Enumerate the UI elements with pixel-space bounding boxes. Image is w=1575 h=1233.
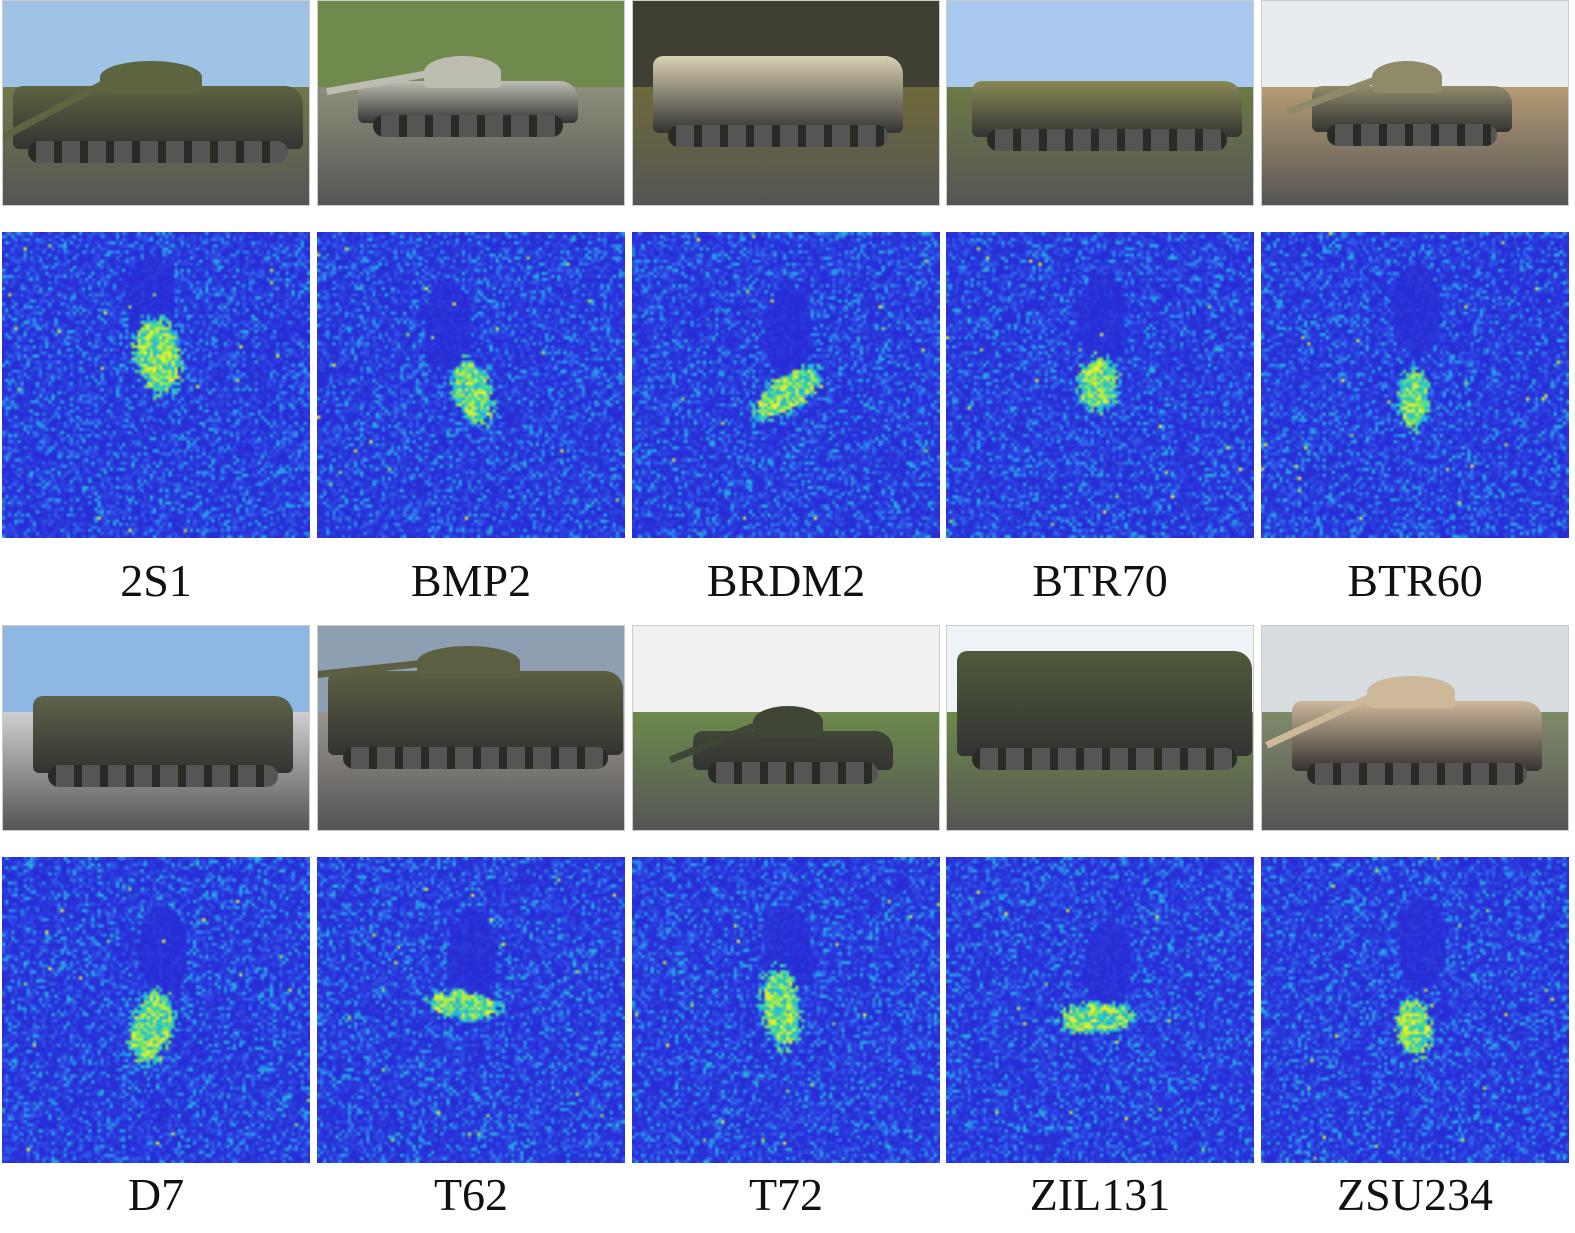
vehicle-photo [632, 625, 940, 831]
vehicle-wheels [1307, 763, 1527, 785]
vehicle-wheels [373, 115, 563, 137]
vehicle-hull [328, 671, 623, 755]
vehicle-turret [753, 706, 823, 738]
vehicle-hull [957, 651, 1252, 756]
sar-image [632, 857, 940, 1163]
vehicle-wheels [28, 141, 288, 163]
vehicle-photo [1261, 0, 1569, 206]
sar-image [317, 232, 625, 538]
class-label: BTR70 [1032, 555, 1168, 606]
vehicle-hull [972, 81, 1242, 137]
vehicle-wheels [987, 129, 1227, 151]
vehicle-hull [33, 696, 293, 773]
vehicle-hull [13, 86, 303, 149]
vehicle-turret [1372, 61, 1442, 93]
photo-sky [947, 1, 1253, 93]
vehicle-turret [100, 61, 202, 93]
vehicle-hull [653, 56, 903, 133]
vehicle-photo [317, 0, 625, 206]
vehicle-photo [946, 625, 1254, 831]
vehicle-wheels [1327, 123, 1497, 146]
sar-image [1261, 857, 1569, 1163]
photo-sky [633, 626, 939, 718]
vehicle-wheels [708, 761, 878, 784]
sar-image [2, 232, 310, 538]
vehicle-wheels [972, 748, 1237, 770]
class-label: D7 [127, 1169, 185, 1220]
sar-image [946, 857, 1254, 1163]
vehicle-turret [416, 646, 520, 678]
class-label: T72 [748, 1169, 824, 1220]
vehicle-turret [1367, 676, 1455, 708]
class-label: ZSU234 [1337, 1169, 1493, 1220]
vehicle-wheels [668, 125, 888, 147]
class-label: BMP2 [410, 555, 532, 606]
sar-image [946, 232, 1254, 538]
class-label: T62 [433, 1169, 509, 1220]
vehicle-photo [632, 0, 940, 206]
sar-image [317, 857, 625, 1163]
vehicle-photo [2, 0, 310, 206]
vehicle-photo [1261, 625, 1569, 831]
vehicle-photo [2, 625, 310, 831]
sar-image [632, 232, 940, 538]
vehicle-wheels [48, 765, 278, 787]
vehicle-wheels [343, 747, 608, 769]
class-label: 2S1 [120, 555, 192, 606]
vehicle-photo [946, 0, 1254, 206]
class-label: BRDM2 [706, 555, 866, 606]
class-label: ZIL131 [1029, 1169, 1171, 1220]
vehicle-turret [424, 56, 501, 88]
sar-image [1261, 232, 1569, 538]
vehicle-photo [317, 625, 625, 831]
sar-image [2, 857, 310, 1163]
class-label: BTR60 [1347, 555, 1483, 606]
